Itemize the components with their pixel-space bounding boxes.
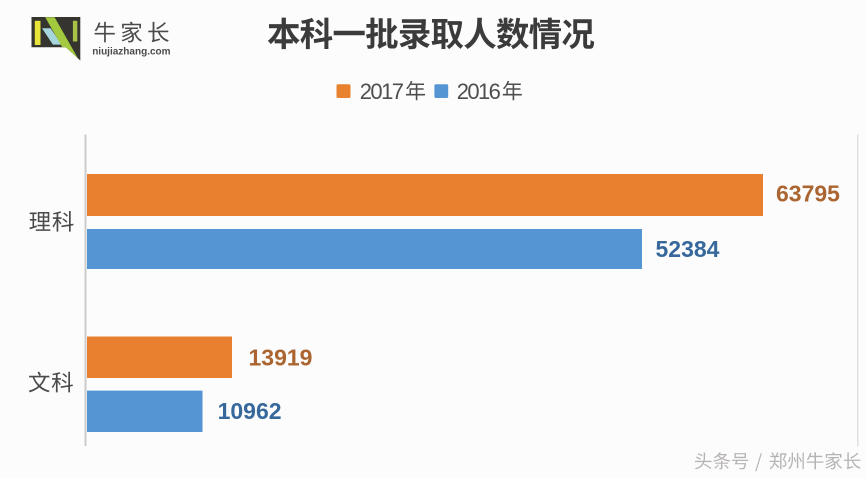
svg-text:63795: 63795 [776,181,840,207]
svg-text:2017: 2017 [360,79,404,104]
svg-text:13919: 13919 [249,345,313,371]
svg-text:niujiazhang.com: niujiazhang.com [92,47,170,58]
svg-text:10962: 10962 [218,398,282,424]
svg-text:2016: 2016 [457,79,501,104]
svg-text:52384: 52384 [656,236,720,262]
